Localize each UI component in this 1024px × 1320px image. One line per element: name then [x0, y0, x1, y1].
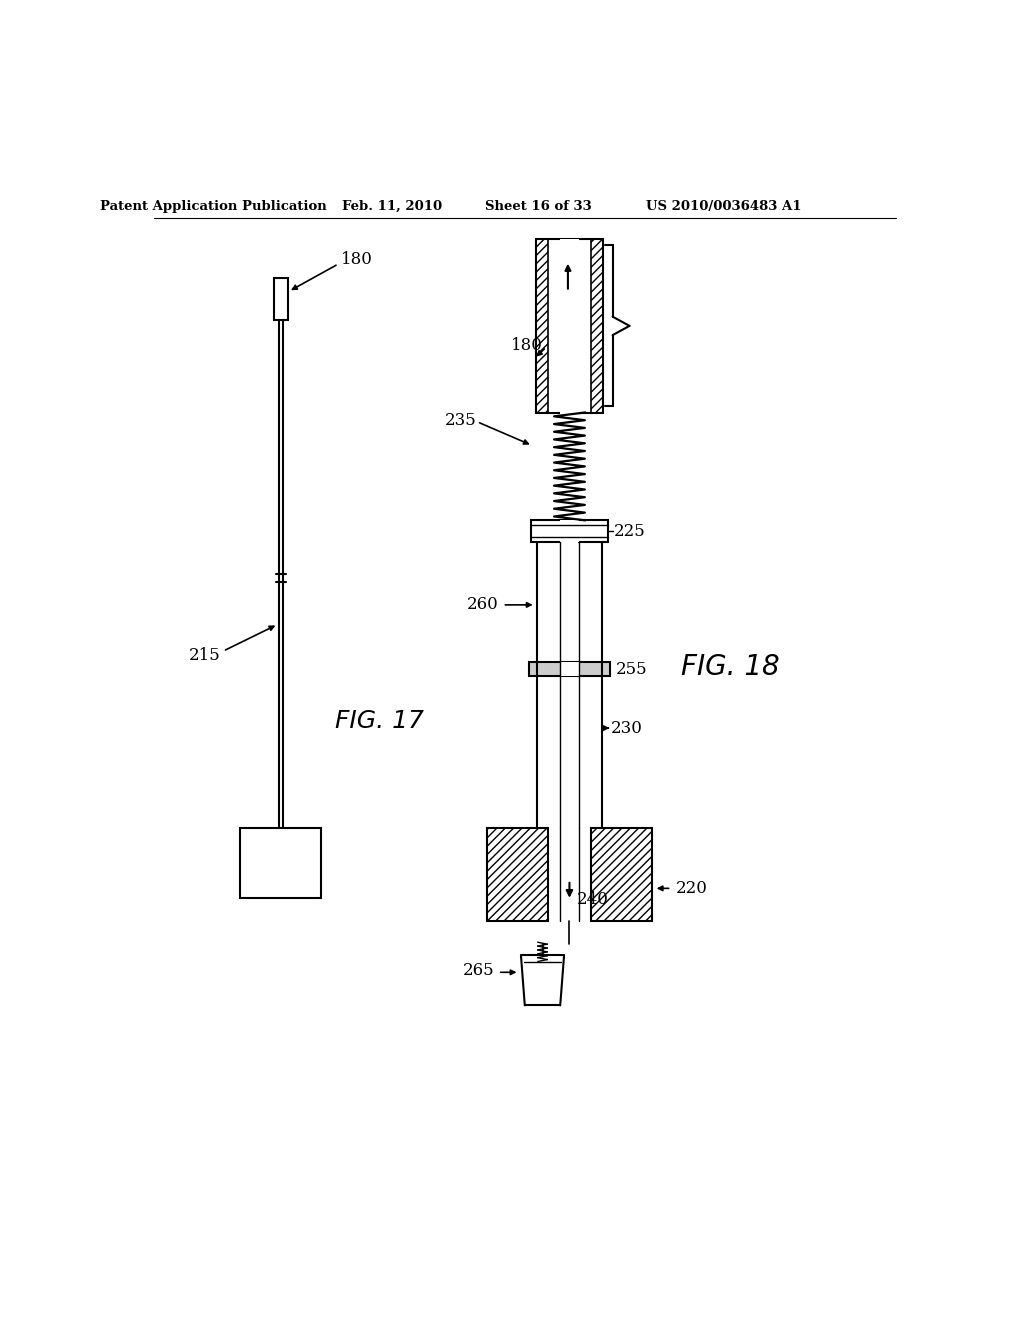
- Bar: [241, 829, 322, 898]
- Text: 240: 240: [578, 891, 609, 908]
- Bar: [561, 543, 578, 829]
- Bar: [560, 520, 579, 541]
- Text: 255: 255: [615, 660, 647, 677]
- Text: 260: 260: [467, 597, 499, 614]
- Bar: [560, 239, 579, 412]
- Text: 230: 230: [611, 719, 643, 737]
- Bar: [536, 239, 548, 412]
- Text: 215: 215: [188, 647, 220, 664]
- Text: US 2010/0036483 A1: US 2010/0036483 A1: [646, 199, 801, 213]
- Text: 220: 220: [676, 880, 708, 896]
- Bar: [591, 829, 652, 921]
- Bar: [273, 277, 288, 321]
- Bar: [486, 829, 548, 921]
- Bar: [531, 520, 608, 541]
- Bar: [560, 412, 579, 520]
- Text: 180: 180: [511, 337, 543, 354]
- Text: FIG. 17: FIG. 17: [335, 709, 424, 733]
- Bar: [560, 663, 579, 676]
- Text: Sheet 16 of 33: Sheet 16 of 33: [485, 199, 592, 213]
- Text: 225: 225: [614, 523, 646, 540]
- Text: FIG. 18: FIG. 18: [681, 652, 779, 681]
- Text: 235: 235: [445, 412, 477, 429]
- Bar: [591, 239, 603, 412]
- Text: Patent Application Publication: Patent Application Publication: [99, 199, 327, 213]
- Text: Feb. 11, 2010: Feb. 11, 2010: [342, 199, 442, 213]
- Text: 180: 180: [341, 251, 373, 268]
- Text: 265: 265: [463, 962, 494, 979]
- Bar: [591, 829, 652, 921]
- Bar: [529, 663, 609, 676]
- Bar: [486, 829, 548, 921]
- Bar: [536, 239, 603, 412]
